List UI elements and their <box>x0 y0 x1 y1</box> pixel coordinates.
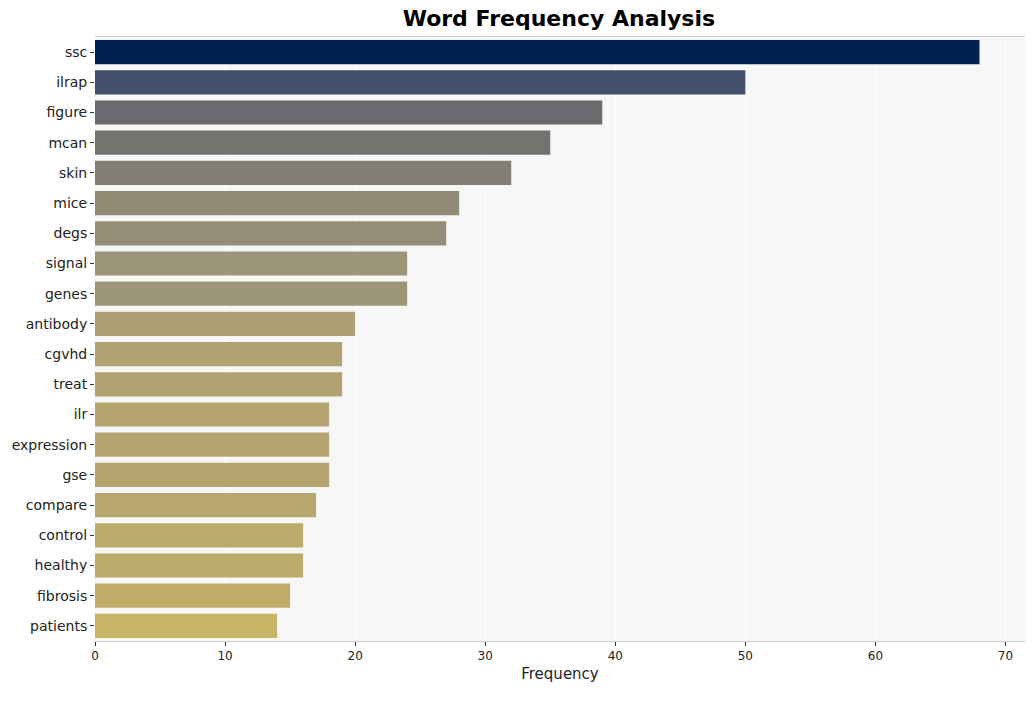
svg-text:mice: mice <box>53 195 87 211</box>
svg-text:healthy: healthy <box>35 557 88 573</box>
svg-text:ssc: ssc <box>65 44 87 60</box>
svg-text:cgvhd: cgvhd <box>45 346 88 362</box>
svg-text:patients: patients <box>30 618 87 634</box>
svg-text:degs: degs <box>54 225 88 241</box>
svg-text:expression: expression <box>12 437 88 453</box>
svg-text:40: 40 <box>608 649 623 663</box>
svg-text:ilr: ilr <box>74 406 88 422</box>
svg-text:compare: compare <box>26 497 87 513</box>
svg-text:skin: skin <box>59 165 87 181</box>
svg-text:70: 70 <box>998 649 1013 663</box>
svg-text:Frequency: Frequency <box>521 665 599 683</box>
svg-text:control: control <box>39 527 88 543</box>
svg-text:gse: gse <box>62 467 87 483</box>
svg-text:figure: figure <box>47 104 88 120</box>
svg-text:ilrap: ilrap <box>56 74 87 90</box>
svg-text:treat: treat <box>54 376 88 392</box>
svg-text:genes: genes <box>45 286 87 302</box>
svg-text:20: 20 <box>347 649 362 663</box>
svg-text:50: 50 <box>738 649 753 663</box>
svg-text:antibody: antibody <box>26 316 87 332</box>
svg-text:mcan: mcan <box>48 135 87 151</box>
svg-text:0: 0 <box>91 649 99 663</box>
svg-text:Word Frequency Analysis: Word Frequency Analysis <box>403 6 715 31</box>
svg-text:10: 10 <box>217 649 232 663</box>
svg-text:fibrosis: fibrosis <box>37 588 87 604</box>
svg-text:60: 60 <box>868 649 883 663</box>
svg-text:30: 30 <box>478 649 493 663</box>
svg-text:signal: signal <box>46 255 87 271</box>
